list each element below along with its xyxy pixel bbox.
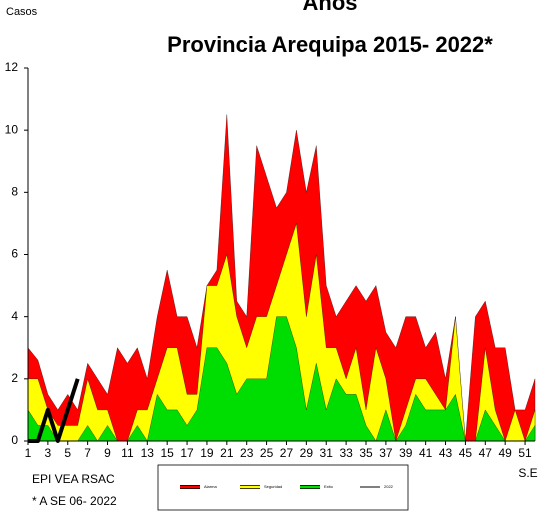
plot-area	[27, 114, 536, 443]
x-tick-label: 1	[25, 446, 32, 460]
y-tick-label: 2	[11, 371, 18, 385]
legend-label: 2022	[384, 484, 394, 489]
x-tick-label: 33	[339, 446, 353, 460]
legend-label: Seguridad	[264, 484, 282, 489]
x-tick-label: 49	[498, 446, 512, 460]
x-tick-label: 29	[300, 446, 314, 460]
legend-label: Alarma	[204, 484, 217, 489]
x-tick-label: 51	[518, 446, 532, 460]
x-tick-label: 45	[459, 446, 473, 460]
y-tick-label: 8	[11, 185, 18, 199]
x-tick-label: 41	[419, 446, 433, 460]
x-axis-label: S.E	[518, 466, 537, 480]
chart-title: Provincia Arequipa 2015- 2022*	[167, 32, 493, 57]
x-tick-label: 37	[379, 446, 393, 460]
y-tick-label: 4	[11, 309, 18, 323]
x-tick-label: 5	[64, 446, 71, 460]
x-tick-label: 13	[141, 446, 155, 460]
annotation: * A SE 06- 2022	[32, 494, 117, 508]
x-tick-label: 19	[200, 446, 214, 460]
x-tick-label: 39	[399, 446, 413, 460]
x-tick-label: 21	[220, 446, 234, 460]
x-tick-label: 9	[104, 446, 111, 460]
x-tick-label: 17	[180, 446, 194, 460]
legend-box	[157, 464, 409, 511]
x-tick-label: 23	[240, 446, 254, 460]
x-tick-label: 15	[160, 446, 174, 460]
y-tick-label: 0	[11, 433, 18, 447]
y-tick-label: 10	[5, 122, 19, 136]
x-tick-label: 47	[479, 446, 493, 460]
chart-title: Años	[303, 0, 358, 15]
x-tick-label: 31	[320, 446, 334, 460]
x-tick-label: 27	[280, 446, 294, 460]
x-tick-label: 11	[121, 446, 134, 460]
x-tick-label: 7	[84, 446, 91, 460]
annotation: EPI VEA RSAC	[32, 472, 115, 486]
legend-label: Exito	[324, 484, 334, 489]
x-tick-label: 35	[359, 446, 373, 460]
x-tick-label: 25	[260, 446, 274, 460]
y-axis-label: Casos	[6, 6, 38, 18]
y-tick-label: 12	[5, 60, 19, 74]
y-tick-label: 6	[11, 247, 18, 261]
x-tick-label: 43	[439, 446, 453, 460]
x-tick-label: 3	[45, 446, 52, 460]
